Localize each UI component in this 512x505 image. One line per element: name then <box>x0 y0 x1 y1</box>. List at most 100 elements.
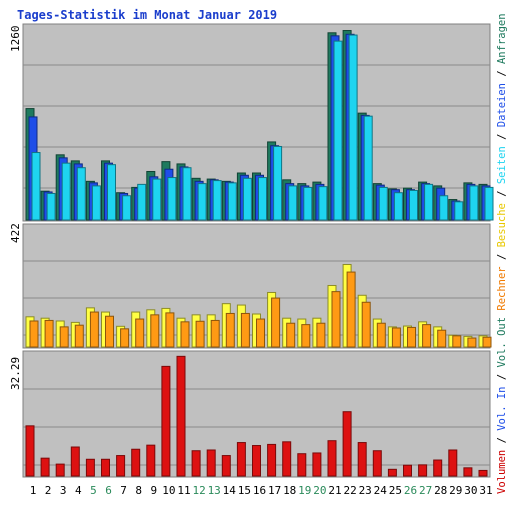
bar-seiten-day-8 <box>137 183 147 221</box>
bar-volumen-day-29 <box>448 449 458 477</box>
x-tick-label-31: 31 <box>479 484 492 497</box>
bar-volumen-day-13 <box>206 449 216 477</box>
bar-rechner-day-2 <box>44 319 54 348</box>
bar-seiten-day-28 <box>439 195 449 221</box>
bar-seiten-day-10 <box>167 177 177 221</box>
x-tick-label-12: 12 <box>192 484 205 497</box>
x-tick-label-9: 9 <box>150 484 157 497</box>
legend-sep: / <box>496 127 508 146</box>
x-tick-label-6: 6 <box>105 484 112 497</box>
bar-rechner-day-27 <box>422 324 432 348</box>
bar-volumen-day-20 <box>312 452 322 477</box>
legend-sep: / <box>496 368 508 387</box>
bar-volumen-day-15 <box>236 442 246 477</box>
x-tick-label-29: 29 <box>449 484 462 497</box>
legend-volumen: Volumen <box>496 450 508 494</box>
x-tick-label-17: 17 <box>268 484 281 497</box>
legend-vol-out: Vol. Out <box>496 317 508 368</box>
x-tick-label-14: 14 <box>223 484 237 497</box>
bar-seiten-day-23 <box>363 115 373 221</box>
right-legend: Volumen / Vol. In / Vol. Out Rechner / B… <box>496 13 508 494</box>
bar-volumen-day-14 <box>221 455 231 477</box>
bar-rechner-day-22 <box>346 271 356 348</box>
x-tick-label-10: 10 <box>162 484 175 497</box>
bar-rechner-day-20 <box>316 322 326 348</box>
bar-rechner-day-16 <box>256 318 265 348</box>
x-tick-label-20: 20 <box>313 484 326 497</box>
x-tick-label-1: 1 <box>30 484 37 497</box>
bar-rechner-day-24 <box>376 322 386 348</box>
x-tick-label-24: 24 <box>374 484 388 497</box>
bar-volumen-day-26 <box>403 464 412 477</box>
legend-vol-in: Vol. In <box>496 387 508 431</box>
bar-rechner-day-17 <box>271 297 281 348</box>
bar-seiten-day-21 <box>333 40 343 221</box>
x-tick-label-22: 22 <box>343 484 356 497</box>
bar-volumen-day-31 <box>478 469 488 477</box>
bar-seiten-day-27 <box>424 183 434 221</box>
legend-dateien: Dateien <box>496 83 508 127</box>
bar-rechner-day-9 <box>150 314 160 348</box>
x-tick-label-18: 18 <box>283 484 296 497</box>
bar-seiten-day-24 <box>378 186 388 221</box>
bar-rechner-day-30 <box>467 337 477 348</box>
y-max-label-top: 1260 <box>9 26 22 53</box>
x-axis-labels: 1 2 3 4 5 6 7 8 9 10 11 12 13 14 15 16 17 18 19 20 21 22 23 24 2… <box>30 484 493 497</box>
legend-anfragen: Anfragen <box>496 13 508 64</box>
x-tick-label-16: 16 <box>253 484 266 497</box>
bar-volumen-day-27 <box>418 464 428 477</box>
bar-rechner-day-25 <box>391 327 401 348</box>
bar-rechner-day-3 <box>59 326 69 348</box>
bar-seiten-day-13 <box>212 180 222 221</box>
bar-volumen-day-30 <box>463 467 473 477</box>
bar-seiten-day-29 <box>454 201 464 221</box>
bar-rechner-day-18 <box>286 322 296 348</box>
bar-volumen-day-7 <box>116 455 126 477</box>
bar-seiten-day-25 <box>393 192 403 221</box>
bar-volumen-day-16 <box>252 445 261 477</box>
bar-volumen-day-28 <box>433 459 443 477</box>
bar-seiten-day-4 <box>76 167 86 221</box>
bar-seiten-day-30 <box>469 185 479 221</box>
bar-seiten-day-12 <box>197 183 207 221</box>
bar-rechner-day-1 <box>29 320 39 348</box>
legend-sep: / <box>496 64 508 83</box>
bar-seiten-day-9 <box>152 178 162 221</box>
bar-volumen-day-23 <box>357 442 367 477</box>
bar-volumen-day-17 <box>267 443 277 477</box>
bar-rechner-day-8 <box>135 318 145 348</box>
bar-rechner-day-11 <box>180 321 190 348</box>
legend-sep: / <box>496 247 508 266</box>
x-tick-label-11: 11 <box>177 484 190 497</box>
bar-seiten-day-19 <box>303 186 313 221</box>
bar-volumen-day-1 <box>25 425 35 477</box>
legend-besuche: Besuche <box>496 203 508 247</box>
bar-volumen-day-22 <box>342 411 352 477</box>
chart-title: Tages-Statistik im Monat Januar 2019 <box>17 8 277 22</box>
bar-seiten-day-31 <box>484 186 494 221</box>
x-tick-label-25: 25 <box>389 484 402 497</box>
bar-volumen-day-9 <box>146 444 156 477</box>
bar-volumen-day-24 <box>372 450 382 477</box>
bar-volumen-day-18 <box>282 441 292 477</box>
bar-seiten-day-1 <box>31 152 41 221</box>
x-tick-label-3: 3 <box>60 484 67 497</box>
bars <box>25 30 494 477</box>
y-max-label-bottom: 32.29 <box>9 357 22 390</box>
bar-rechner-day-10 <box>165 312 175 348</box>
bar-volumen-day-11 <box>176 355 186 477</box>
bar-seiten-day-26 <box>409 189 418 221</box>
legend-sep: / <box>496 184 508 203</box>
bar-seiten-day-11 <box>182 167 192 221</box>
bar-rechner-day-29 <box>452 335 462 348</box>
bar-rechner-day-14 <box>225 312 235 348</box>
bar-seiten-day-2 <box>46 192 56 221</box>
x-tick-label-28: 28 <box>434 484 447 497</box>
legend-rechner: Rechner <box>496 266 508 310</box>
bar-rechner-day-15 <box>240 312 250 348</box>
legend-sep: / <box>496 431 508 450</box>
bar-rechner-day-12 <box>195 320 205 348</box>
x-tick-label-27: 27 <box>419 484 432 497</box>
bar-seiten-day-15 <box>242 177 252 221</box>
